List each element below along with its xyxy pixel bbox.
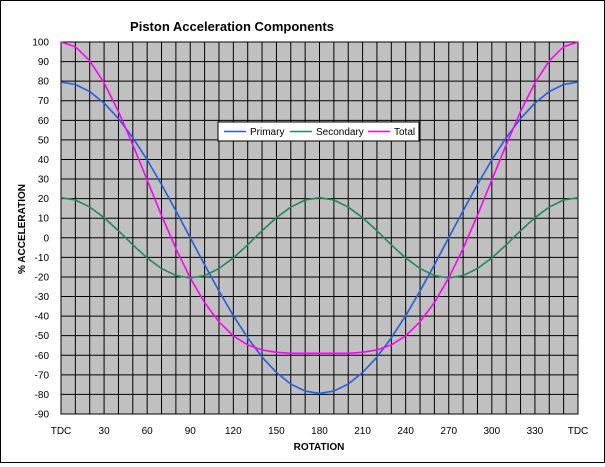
x-axis-label: ROTATION [294,442,345,453]
legend: Primary Secondary Total [217,121,420,142]
legend-label-secondary: Secondary [316,127,364,138]
y-tick-label: 90 [38,57,50,68]
y-tick-label: 80 [38,77,50,88]
series-lines [60,41,579,395]
y-tick-label: -90 [35,410,50,421]
x-tick-label: 300 [483,426,500,437]
x-tick-label: 180 [311,426,328,437]
x-tick-label: 330 [527,426,544,437]
x-tick-label: 240 [397,426,414,437]
y-tick-label: -50 [35,331,50,342]
y-tick-label: 70 [38,96,50,107]
chart-title: Piston Acceleration Components [130,19,334,34]
y-tick-label: -20 [35,272,50,283]
y-tick-label: 60 [38,116,50,127]
x-tick-label: TDC [568,426,589,437]
x-axis-ticks: TDC 30 60 90 120 150 180 210 240 270 300 330 TDC [51,426,589,437]
y-tick-label: 50 [38,135,50,146]
legend-box [217,121,420,142]
gridlines [61,42,578,415]
y-tick-label: -70 [35,370,50,381]
y-tick-label: -30 [35,292,50,303]
legend-label-primary: Primary [250,127,284,138]
y-axis-label: % ACCELERATION [17,184,28,274]
y-tick-label: 40 [38,155,50,166]
y-tick-label: -40 [35,312,50,323]
x-tick-label: 120 [225,426,242,437]
y-tick-label: 30 [38,175,50,186]
series-line-primary [60,81,579,395]
y-tick-label: 10 [38,214,50,225]
x-tick-label: 210 [354,426,371,437]
y-tick-label: -60 [35,351,50,362]
x-tick-label: 90 [185,426,197,437]
legend-label-total: Total [394,127,415,138]
x-tick-label: 150 [268,426,285,437]
x-tick-label: 30 [99,426,111,437]
series-line-secondary [60,196,579,279]
x-tick-label: TDC [51,426,72,437]
y-tick-label: 100 [32,38,49,49]
y-tick-label: -10 [35,253,50,264]
y-tick-label: 0 [43,233,49,244]
x-tick-label: 270 [440,426,457,437]
x-tick-label: 60 [142,426,154,437]
y-tick-label: 20 [38,194,50,205]
series-line-total [60,41,579,355]
y-tick-label: -80 [35,390,50,401]
y-axis-ticks: 1009080706050403020100-10-20-30-40-50-60… [32,38,49,421]
